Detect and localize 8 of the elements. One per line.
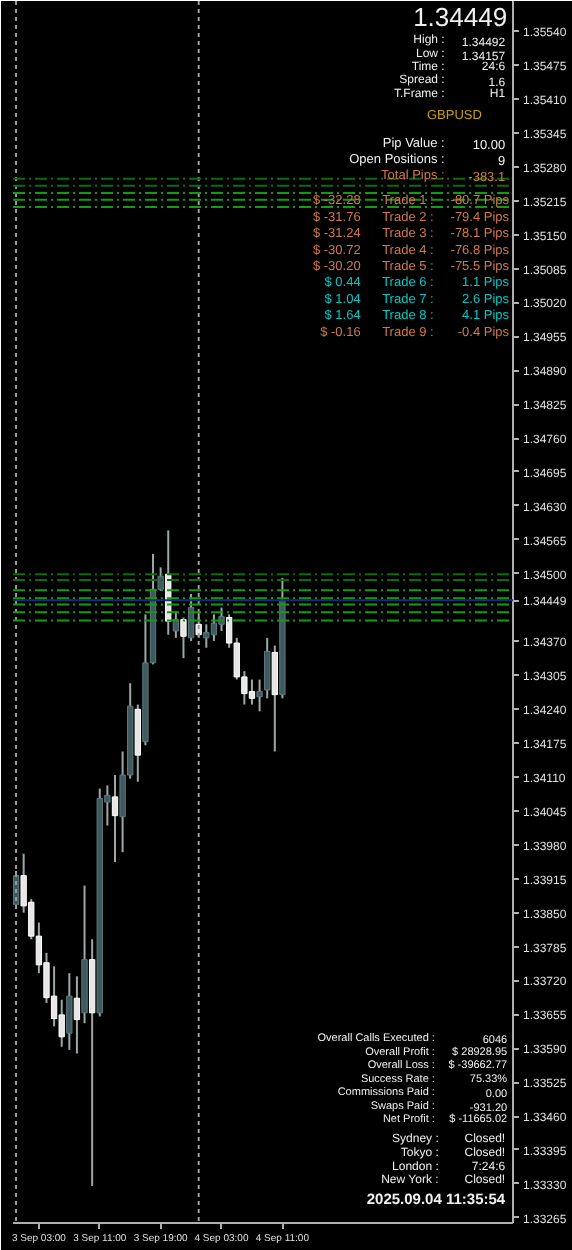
annotation: 1.34449 (413, 2, 508, 33)
candlestick (210, 613, 218, 642)
candlestick (73, 975, 81, 1055)
candlestick (66, 972, 73, 1051)
candlestick (248, 678, 256, 706)
candlestick (180, 616, 187, 660)
candlestick (111, 773, 119, 864)
candlestick (271, 644, 278, 753)
